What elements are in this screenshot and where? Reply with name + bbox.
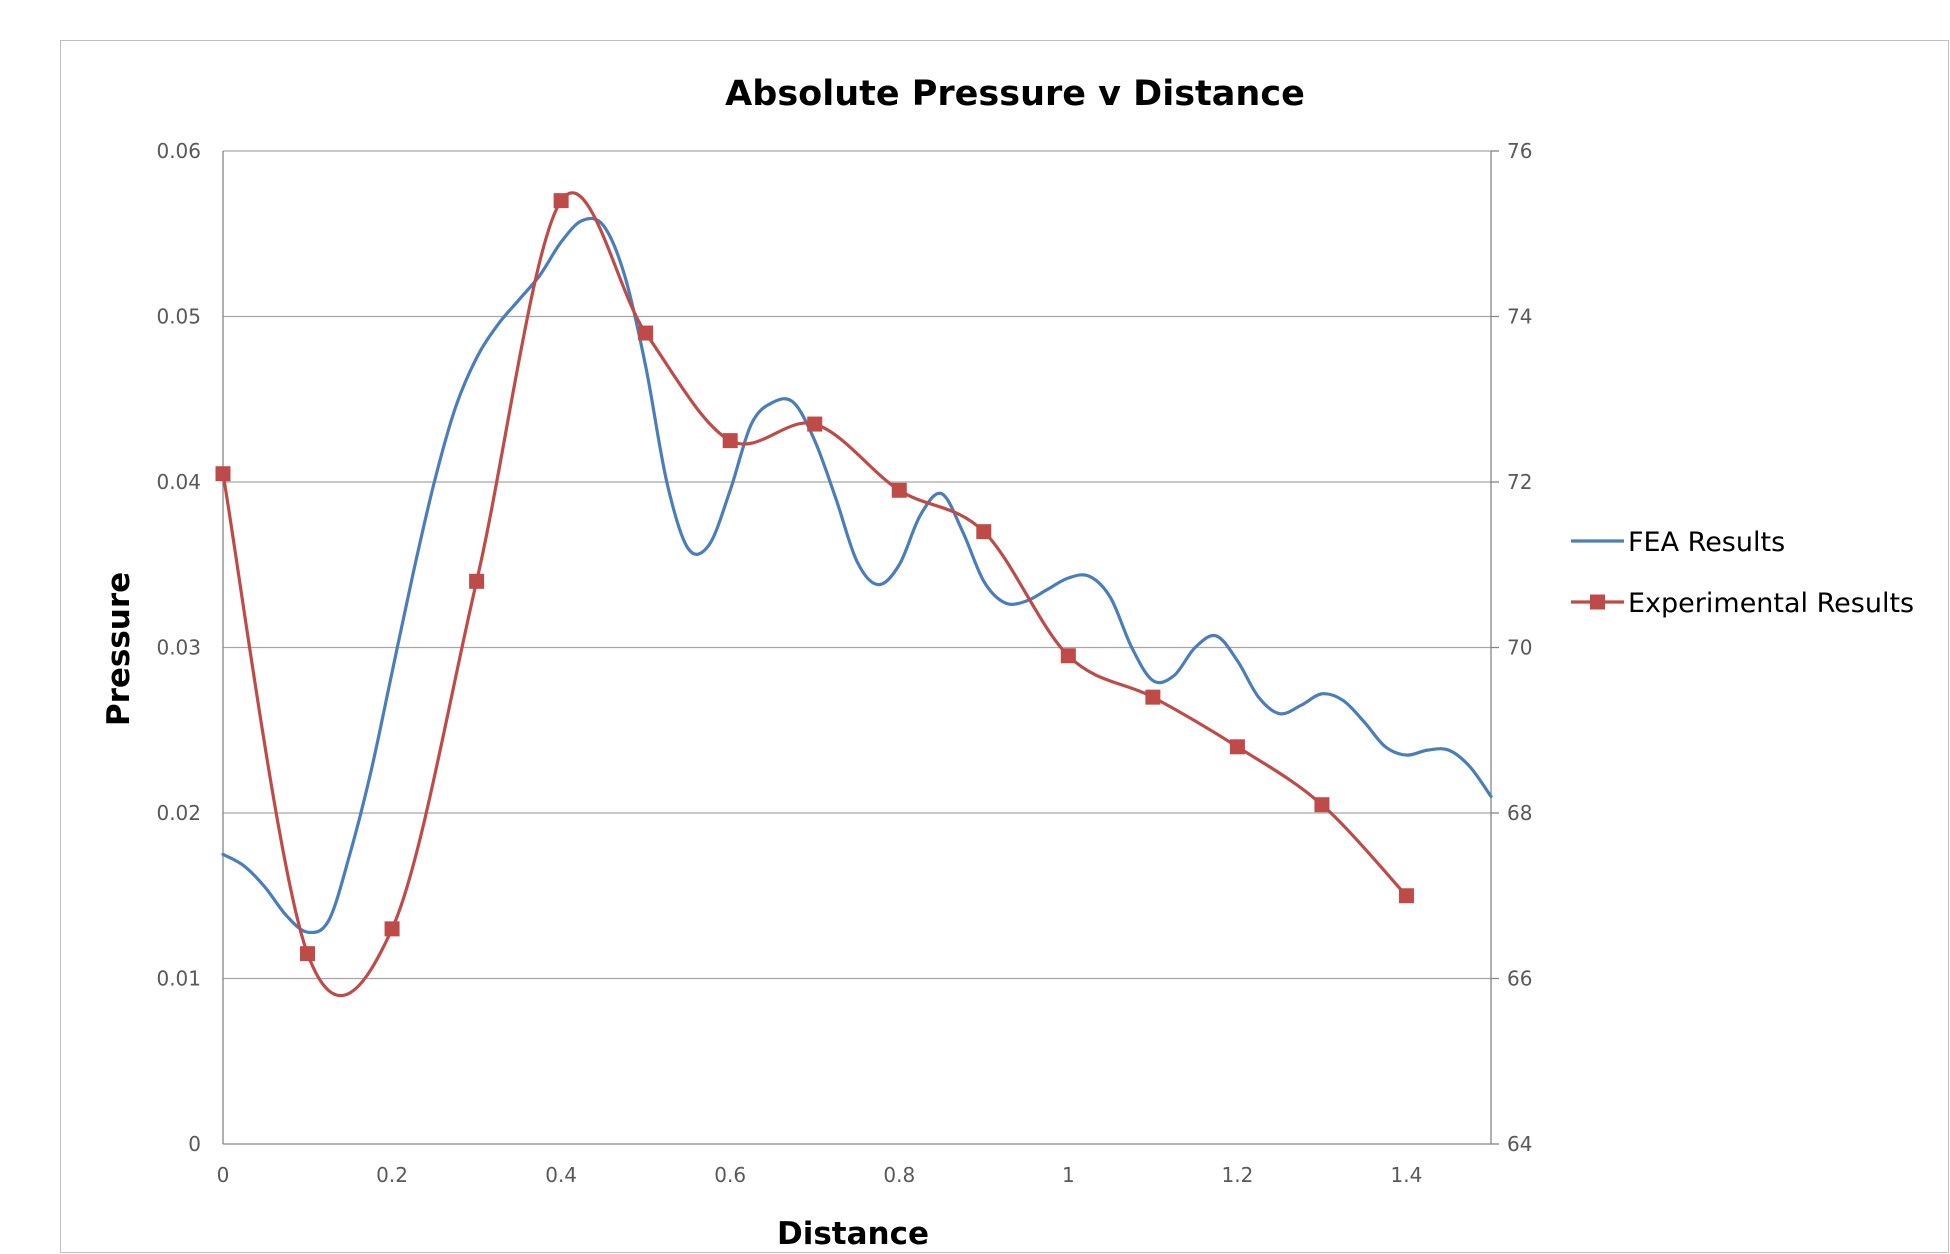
x-tick-label: 1.4 — [1391, 1163, 1423, 1187]
y-axis-title: Pressure — [101, 572, 137, 726]
data-point — [384, 921, 400, 937]
y-tick-label: 0.01 — [156, 967, 201, 991]
data-point — [1145, 689, 1161, 705]
axes: 0 0.01 0.02 0.03 0.04 0.05 0.06 64 66 68 70 72 74 76 0… — [156, 139, 1532, 1187]
data-point — [300, 946, 316, 962]
legend-label: Experimental Results — [1628, 588, 1914, 619]
x-axis-title: Distance — [777, 1216, 929, 1252]
series-line-1 — [221, 216, 1493, 935]
y-tick-label: 0.05 — [156, 305, 201, 329]
y-tick-label: 0.02 — [156, 801, 201, 825]
y2-tick-label: 66 — [1507, 967, 1532, 991]
chart-svg: Absolute Pressure v Distance 0 0.01 0.02 0.… — [101, 74, 1914, 1252]
chart-title: Absolute Pressure v Distance — [725, 74, 1305, 114]
x-tick-label: 1.2 — [1221, 1163, 1253, 1187]
data-point — [553, 193, 569, 209]
x-tick-label: 0.2 — [376, 1163, 408, 1187]
data-point — [1398, 888, 1414, 904]
y-tick-label: 0.06 — [156, 139, 201, 163]
data-point — [722, 433, 738, 449]
data-point — [1229, 739, 1245, 755]
data-point — [1060, 648, 1076, 664]
legend: FEA Results Experimental Results — [1571, 527, 1914, 619]
y2-tick-label: 64 — [1507, 1132, 1532, 1156]
legend-marker — [1590, 594, 1605, 610]
data-point — [891, 482, 907, 498]
chart-frame: Absolute Pressure v Distance 0 0.01 0.02 0.… — [60, 40, 1949, 1253]
x-tick-label: 0.4 — [545, 1163, 577, 1187]
series-line-2 — [221, 191, 1409, 998]
y-tick-label: 0.04 — [156, 470, 201, 494]
y2-tick-label: 68 — [1507, 801, 1532, 825]
y2-tick-label: 76 — [1507, 139, 1532, 163]
y2-tick-label: 72 — [1507, 470, 1532, 494]
data-point — [469, 573, 485, 589]
data-point — [215, 466, 231, 482]
x-tick-label: 0 — [217, 1163, 230, 1187]
y2-tick-label: 74 — [1507, 305, 1532, 329]
x-tick-label: 1 — [1062, 1163, 1075, 1187]
legend-label: FEA Results — [1628, 527, 1785, 558]
data-point — [1314, 797, 1330, 813]
data-point — [807, 416, 823, 432]
x-tick-label: 0.6 — [714, 1163, 746, 1187]
y-tick-label: 0.03 — [156, 636, 201, 660]
data-point — [638, 325, 654, 341]
series-layer — [215, 191, 1493, 998]
x-tick-label: 0.8 — [883, 1163, 915, 1187]
y-tick-label: 0 — [188, 1132, 201, 1156]
data-point — [976, 524, 992, 540]
y2-tick-label: 70 — [1507, 636, 1532, 660]
